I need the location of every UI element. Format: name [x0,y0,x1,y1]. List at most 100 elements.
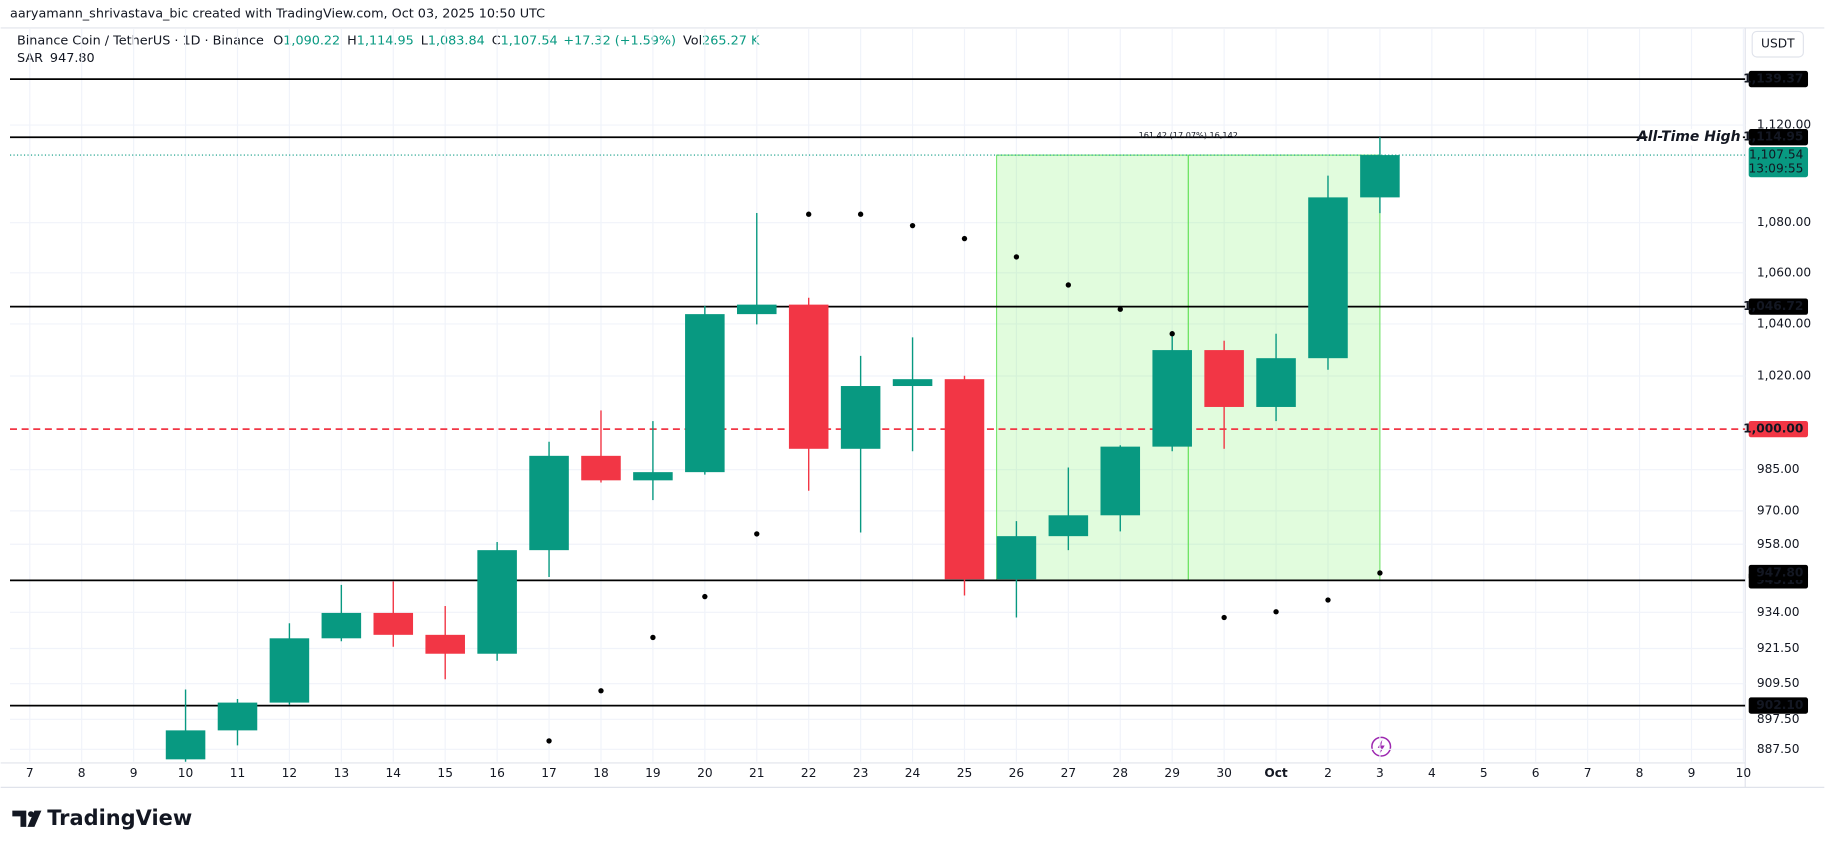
candle-body [269,638,310,703]
candle-body [1308,197,1348,359]
level-tag-label: 1,000.00 [1743,422,1803,436]
x-tick-label: 28 [1113,766,1129,780]
candle-body [1048,515,1089,537]
alert-bolt[interactable] [1377,739,1385,754]
alert-circle[interactable] [1371,736,1392,757]
y-tick-label: 897.50 [1757,712,1800,726]
level-tag-label: 1,114.95 [1743,130,1803,144]
countdown: 13:09:55 [1749,162,1804,176]
candle-body [1256,358,1296,407]
level-tag-label: 1,139.37 [1743,72,1803,86]
x-tick-label: 2 [1324,766,1332,780]
currency-button[interactable] [1751,30,1804,58]
price-tag-label: 1,107.54 [1749,148,1804,162]
sar-dot [1117,306,1123,312]
legend-c: 1,107.54 [501,33,558,48]
candle-body [1100,446,1141,516]
candle-body [477,550,517,654]
level-tag-label: 902.10 [1756,698,1803,712]
sar-dot [546,738,552,744]
x-tick-label: 25 [957,766,973,780]
x-tick-label: 22 [801,766,817,780]
level-tag [1748,129,1809,146]
annotation: All-Time High [1636,129,1741,145]
legend-change: +17.32 (+1.59%) [563,33,676,48]
sar-dot [754,531,760,537]
x-tick-label: 16 [489,766,505,780]
x-tick-label: 6 [1532,766,1540,780]
y-tick-label: 958.00 [1757,537,1800,551]
legend-o-label: O [273,33,283,48]
x-tick-label: 29 [1164,766,1180,780]
candle-body [217,702,258,731]
sar-dot [1013,254,1020,260]
x-tick-label: Oct [1264,766,1288,780]
candle-body [840,386,881,449]
sar-tag-label: 947.80 [1756,565,1803,579]
legend-o: 1,090.22 [283,33,340,48]
sar-dot [650,634,656,641]
y-tick-label: 1,040.00 [1757,316,1811,330]
x-tick-label: 9 [130,766,138,780]
sar-dot [806,211,812,217]
x-tick-label: 7 [1584,766,1592,780]
legend-l: 1,083.84 [428,33,485,48]
x-tick-label: 30 [1216,766,1232,780]
y-tick-label: 1,120.00 [1757,118,1811,132]
x-tick-label: 18 [593,766,609,780]
sar-dot [909,222,916,229]
y-tick-label: 921.50 [1757,641,1800,655]
sar-tag [1748,564,1809,580]
y-tick-label: 970.00 [1757,503,1800,517]
sar-dot [1169,331,1175,337]
logo-dot [28,811,34,818]
sar-dot [1065,282,1072,288]
legend-h-label: H [347,33,357,48]
x-tick-label: 10 [178,766,194,780]
alert-icon[interactable] [1371,736,1392,757]
sar-dot [1273,609,1279,615]
x-tick-label: 20 [697,766,713,780]
x-tick-label: 7 [26,766,34,780]
candle-body [1204,350,1244,407]
level-tag-label: 1,046.72 [1743,299,1803,313]
candle-body [633,472,673,481]
x-tick-label: 5 [1480,766,1488,780]
legend-l-label: L [421,33,429,48]
logo-mark [12,810,42,827]
x-tick-label: 17 [541,766,557,780]
plot-area [10,78,1746,762]
legend-vol: 265.27 K [702,33,760,48]
candle-body [165,730,206,760]
candle-body [1152,350,1192,447]
candle-body [425,634,465,654]
sar-value: 947.80 [50,51,95,66]
x-tick-label: 12 [282,766,298,780]
x-tick-label: 19 [645,766,661,780]
sar-dot [702,593,708,600]
x-tick-label: 9 [1688,766,1696,780]
x-tick-label: 4 [1428,766,1436,780]
currency[interactable]: USDT [1761,37,1795,51]
y-tick-label: 985.00 [1757,462,1800,476]
legend-line: Binance Coin / TetherUS · 1D · Binance O1… [17,33,760,48]
logo: TradingView [12,806,192,830]
x-tick-label: 10 [1736,766,1752,780]
candle-body [321,612,362,639]
candle-body [581,455,621,481]
candle-body [892,379,933,387]
x-tick-label: 27 [1061,766,1077,780]
attribution: aaryamann_shrivastava_bic created with T… [10,6,545,21]
x-tick-label: 8 [1636,766,1644,780]
x-tick-label: 13 [334,766,350,780]
sar-dot [961,235,968,242]
y-tick-label: 887.50 [1757,742,1800,756]
level-tag [1748,697,1809,714]
measure-label: 161.42 (17.07%) 16,142 [1139,130,1238,140]
y-tick-label: 909.50 [1757,676,1800,690]
x-tick-label: 21 [749,766,765,780]
x-tick-label: 11 [230,766,246,780]
sar-dot [1221,614,1227,621]
candle-body [944,379,985,580]
sar-dot [1377,570,1383,576]
